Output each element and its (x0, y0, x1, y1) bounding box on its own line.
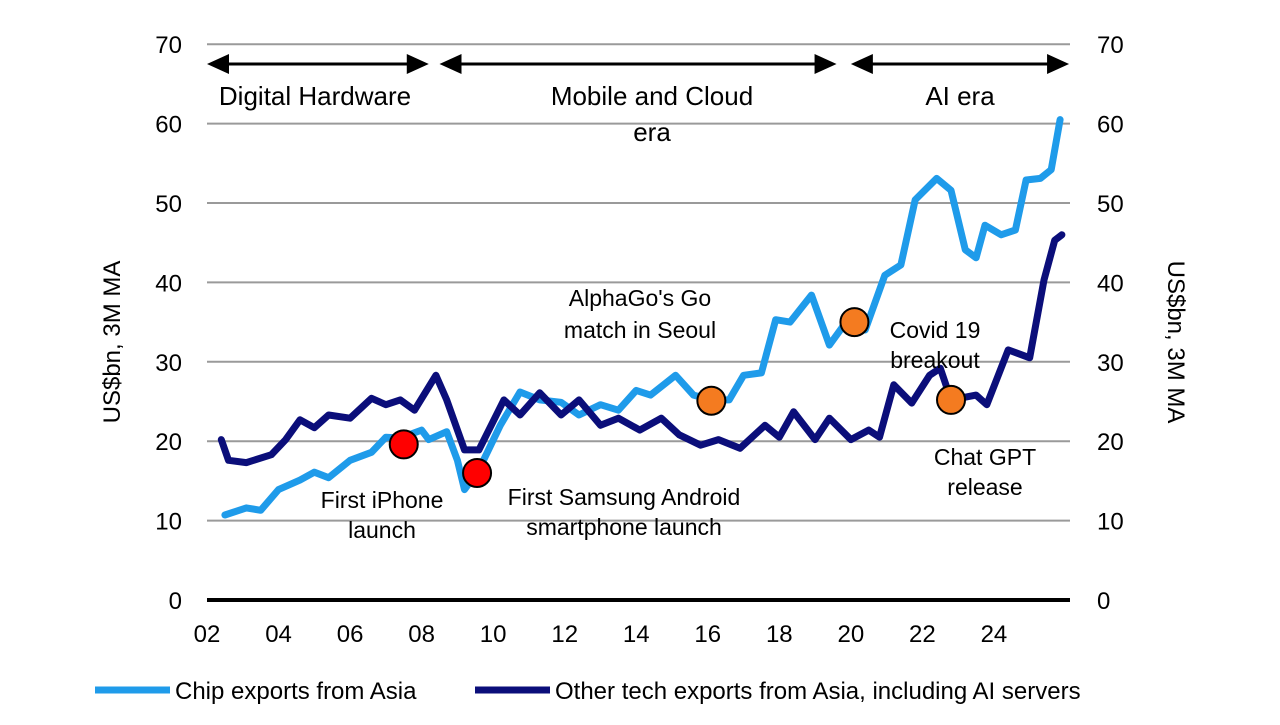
x-axis: 02 04 06 08 10 12 14 16 18 20 22 24 (194, 621, 1008, 648)
arrow-right-icon (1047, 54, 1070, 74)
legend-label-other: Other tech exports from Asia, including … (555, 678, 1081, 705)
y-tick-label-right: 40 (1097, 270, 1124, 297)
arrow-right-icon (406, 54, 429, 74)
event-marker-orange (839, 307, 870, 338)
y-tick-label-right: 30 (1097, 350, 1124, 377)
x-tick-label: 20 (838, 621, 865, 648)
event-label-line: Covid 19 (890, 317, 981, 343)
gridlines (207, 43, 1070, 602)
y-tick-label-left: 20 (155, 429, 182, 456)
series-line-other (217, 231, 1066, 467)
y-tick-label-left: 40 (155, 270, 182, 297)
y-tick-label-left: 50 (155, 191, 182, 218)
x-tick-label: 08 (408, 621, 435, 648)
x-tick-label: 24 (981, 621, 1008, 648)
event-label: Chat GPT release (934, 444, 1036, 500)
era-label-line: era (633, 117, 671, 147)
era-label: AI era (925, 81, 995, 111)
y-tick-label-left: 10 (155, 509, 182, 536)
annotations: First iPhone launch First Samsung Android s… (321, 285, 1036, 543)
y-axis-left: 0 10 20 30 40 50 60 70 (155, 32, 182, 615)
event-label-line: First Samsung Android (508, 484, 741, 510)
era-label: Digital Hardware (219, 81, 411, 111)
y-tick-label-right: 10 (1097, 509, 1124, 536)
series-lines (217, 116, 1066, 519)
event-marker-red (462, 457, 493, 488)
y-tick-label-left: 30 (155, 350, 182, 377)
arrow-right-icon (814, 54, 837, 74)
y-axis-right-label: US$bn, 3M MA (1162, 261, 1189, 424)
event-label-line: Chat GPT (934, 444, 1036, 470)
y-axis-right: 0 10 20 30 40 50 60 70 (1097, 32, 1124, 615)
x-tick-label: 10 (480, 621, 507, 648)
event-label-line: smartphone launch (526, 514, 722, 540)
x-tick-label: 06 (337, 621, 364, 648)
y-tick-label-left: 0 (169, 588, 182, 615)
x-tick-label: 04 (265, 621, 292, 648)
arrow-left-icon (439, 54, 462, 74)
y-tick-label-left: 60 (155, 112, 182, 139)
event-label-line: breakout (890, 347, 980, 373)
x-tick-label: 16 (694, 621, 721, 648)
event-label-line: First iPhone (321, 487, 444, 513)
x-tick-label: 02 (194, 621, 221, 648)
legend: Chip exports from Asia Other tech export… (95, 678, 1081, 705)
y-tick-label-right: 50 (1097, 191, 1124, 218)
y-tick-label-left: 70 (155, 32, 182, 59)
y-tick-label-right: 60 (1097, 112, 1124, 139)
event-label: First iPhone launch (321, 487, 444, 543)
arrow-left-icon (207, 54, 229, 74)
event-marker-orange (696, 385, 727, 416)
arrow-left-icon (850, 54, 873, 74)
era-arrows: Digital Hardware Mobile and Cloud era AI er… (207, 54, 1070, 147)
event-marker-red (388, 429, 419, 460)
event-label: Covid 19 breakout (890, 317, 981, 373)
y-tick-label-right: 20 (1097, 429, 1124, 456)
series-line-chip (221, 116, 1064, 519)
y-tick-label-right: 70 (1097, 32, 1124, 59)
event-label-line: release (947, 474, 1022, 500)
y-tick-label-right: 0 (1097, 588, 1110, 615)
event-label: AlphaGo's Go match in Seoul (564, 285, 716, 343)
x-tick-label: 14 (623, 621, 650, 648)
legend-label-chip: Chip exports from Asia (175, 678, 417, 705)
event-label-line: match in Seoul (564, 317, 716, 343)
x-tick-label: 22 (909, 621, 936, 648)
x-tick-label: 12 (551, 621, 578, 648)
event-label-line: AlphaGo's Go (569, 285, 711, 311)
event-label: First Samsung Android smartphone launch (508, 484, 741, 540)
era-label-line: Mobile and Cloud (551, 81, 753, 111)
event-label-line: launch (348, 517, 416, 543)
y-axis-left-label: US$bn, 3M MA (99, 261, 126, 424)
era-label: Mobile and Cloud era (551, 81, 753, 147)
x-tick-label: 18 (766, 621, 793, 648)
event-marker-orange (936, 384, 967, 415)
